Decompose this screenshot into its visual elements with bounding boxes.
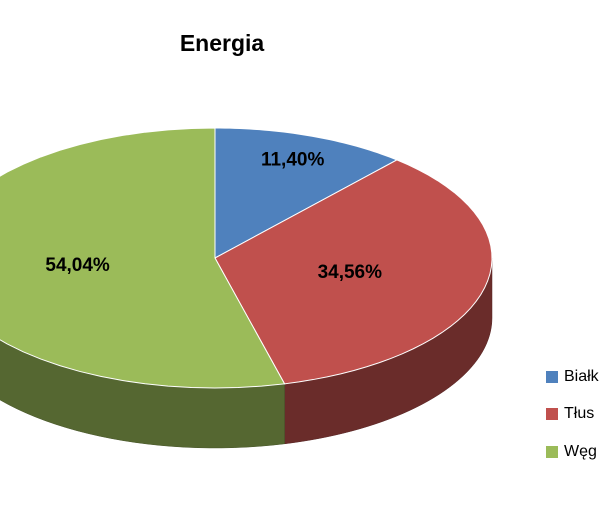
chart-title: Energia [180,30,265,56]
legend-label: Węg [564,443,597,460]
legend-label: Tłus [564,405,594,422]
legend-swatch [546,371,558,383]
legend-label: Białk [564,368,600,385]
value-label: 11,40% [261,150,324,171]
slice [0,127,286,389]
slice [214,159,493,385]
legend-swatch [546,446,558,458]
slice [214,127,399,259]
value-label: 34,56% [318,262,383,283]
value-label: 54,04% [45,255,110,276]
legend-swatch [546,408,558,420]
